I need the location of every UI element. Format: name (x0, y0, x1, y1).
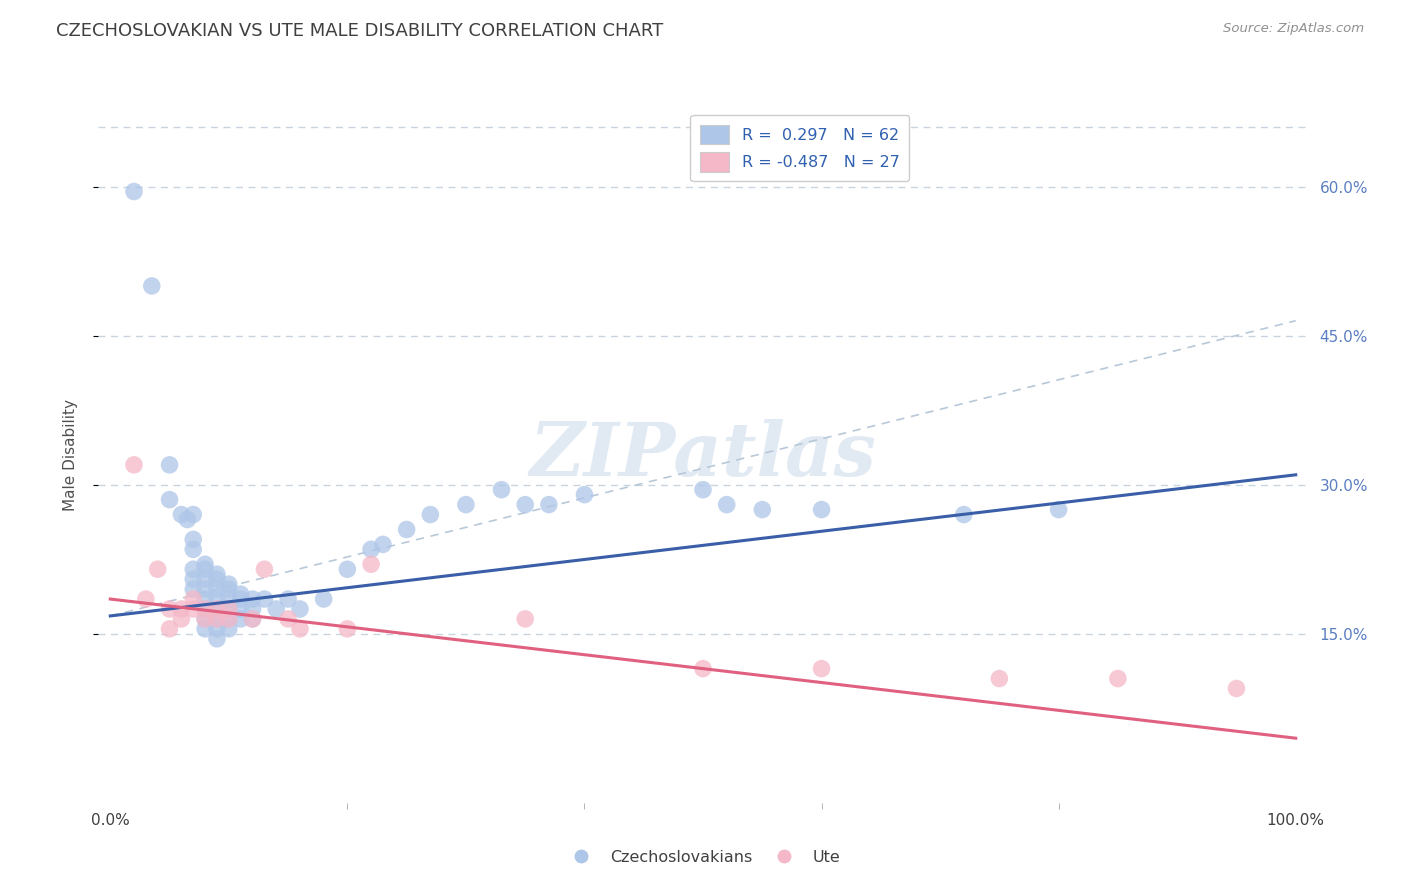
Point (419, 508, 441, 522)
Point (194, 558, 217, 572)
Point (181, 572, 204, 586)
Point (264, 602, 287, 616)
Point (336, 562, 359, 576)
Point (1225, 681, 1247, 696)
Point (194, 562, 217, 576)
Point (218, 612, 240, 626)
Point (159, 458, 181, 472)
Point (205, 632, 228, 646)
Point (360, 542, 382, 557)
Point (371, 537, 394, 551)
Point (146, 562, 169, 576)
Point (574, 488, 596, 502)
Point (360, 558, 382, 572)
Point (205, 622, 228, 636)
Text: Source: ZipAtlas.com: Source: ZipAtlas.com (1223, 22, 1364, 36)
Point (242, 592, 264, 607)
Point (491, 483, 513, 497)
Point (288, 622, 311, 636)
Point (194, 572, 217, 586)
Point (242, 612, 264, 626)
Point (141, 279, 163, 293)
Point (205, 612, 228, 626)
Point (205, 602, 228, 616)
Point (194, 602, 217, 616)
Point (336, 622, 359, 636)
Point (253, 592, 276, 607)
Point (692, 662, 714, 676)
Point (218, 602, 240, 616)
Point (218, 622, 240, 636)
Point (229, 587, 252, 601)
Point (181, 602, 204, 616)
Text: CZECHOSLOVAKIAN VS UTE MALE DISABILITY CORRELATION CHART: CZECHOSLOVAKIAN VS UTE MALE DISABILITY C… (56, 22, 664, 40)
Point (218, 577, 240, 591)
Point (194, 622, 217, 636)
Point (181, 582, 204, 596)
Point (229, 602, 252, 616)
Point (1047, 502, 1070, 516)
Point (218, 592, 240, 607)
Point (716, 498, 738, 512)
Point (218, 582, 240, 596)
Point (170, 602, 193, 616)
Point (194, 612, 217, 626)
Text: ZIPatlas: ZIPatlas (530, 418, 876, 491)
Point (1107, 672, 1129, 686)
Point (205, 592, 228, 607)
Point (194, 592, 217, 607)
Point (135, 592, 157, 607)
Point (242, 602, 264, 616)
Point (988, 672, 1011, 686)
Point (159, 492, 181, 507)
Y-axis label: Male Disability: Male Disability (63, 399, 77, 511)
Point (277, 612, 299, 626)
Point (194, 602, 217, 616)
Point (181, 562, 204, 576)
Point (122, 458, 145, 472)
Point (170, 508, 193, 522)
Point (181, 508, 204, 522)
Point (288, 602, 311, 616)
Point (159, 602, 181, 616)
Point (515, 498, 537, 512)
Point (395, 523, 418, 537)
Point (810, 662, 832, 676)
Point (205, 567, 228, 582)
Point (194, 612, 217, 626)
Point (170, 612, 193, 626)
Point (515, 612, 537, 626)
Point (218, 602, 240, 616)
Point (205, 602, 228, 616)
Point (277, 592, 299, 607)
Point (253, 562, 276, 576)
Point (454, 498, 477, 512)
Point (176, 512, 198, 526)
Point (810, 502, 832, 516)
Point (205, 572, 228, 586)
Point (952, 508, 974, 522)
Point (205, 612, 228, 626)
Point (229, 612, 252, 626)
Point (692, 483, 714, 497)
Point (181, 592, 204, 607)
Point (229, 592, 252, 607)
Point (122, 185, 145, 199)
Point (159, 622, 181, 636)
Point (181, 533, 204, 547)
Point (181, 542, 204, 557)
Point (751, 502, 773, 516)
Point (205, 582, 228, 596)
Point (218, 612, 240, 626)
Point (242, 612, 264, 626)
Point (312, 592, 335, 607)
Legend: Czechoslovakians, Ute: Czechoslovakians, Ute (560, 844, 846, 871)
Point (537, 498, 560, 512)
Point (194, 582, 217, 596)
